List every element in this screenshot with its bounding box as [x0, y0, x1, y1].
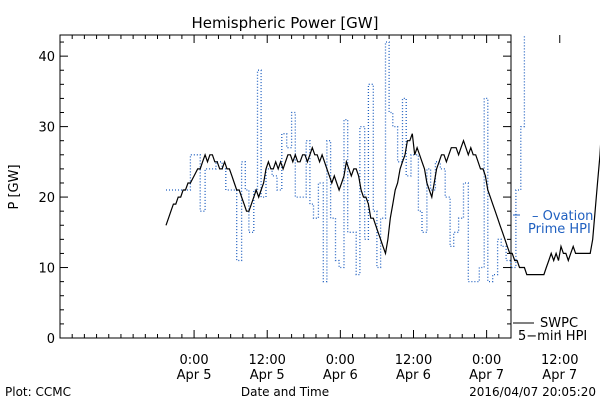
y-tick-label: 0 — [47, 332, 55, 347]
x-tick-label-time: 0:00 — [472, 353, 501, 368]
plot-frame — [59, 34, 512, 339]
footer-right: 2016/04/07 20:05:20 — [469, 385, 596, 399]
x-tick-label-date: Apr 6 — [396, 368, 431, 383]
x-tick-label-date: Apr 6 — [323, 368, 358, 383]
y-axis: 0 10 20 30 40 — [38, 41, 511, 347]
y-tick-label: 40 — [38, 50, 55, 65]
series-swpc-line — [165, 133, 600, 276]
series-layer — [165, 35, 600, 283]
x-tick-label-time: 12:00 — [248, 353, 285, 368]
y-tick-label: 30 — [38, 121, 55, 136]
y-tick-label: 10 — [38, 262, 55, 277]
legend-swpc-label-2: 5−min HPI — [518, 329, 587, 344]
x-tick-label-date: Apr 7 — [542, 368, 577, 383]
x-tick-label-date: Apr 5 — [250, 368, 285, 383]
footer-left: Plot: CCMC — [5, 385, 71, 399]
x-tick-label-time: 0:00 — [179, 353, 208, 368]
legend-ovation-label-2: Prime HPI — [528, 222, 591, 237]
legend-ovation-label: – Ovation — [532, 209, 593, 224]
x-axis-label: Date and Time — [241, 385, 329, 399]
x-tick-label-time: 0:00 — [326, 353, 355, 368]
chart-title: Hemispheric Power [GW] — [192, 14, 379, 32]
x-tick-label-date: Apr 7 — [469, 368, 504, 383]
series-ovation-line — [166, 35, 526, 283]
x-tick-label-date: Apr 5 — [177, 368, 212, 383]
x-tick-label-time: 12:00 — [395, 353, 432, 368]
y-tick-label: 20 — [38, 191, 55, 206]
legend-swpc-label: SWPC — [540, 316, 578, 331]
x-tick-label-time: 12:00 — [541, 353, 578, 368]
y-axis-label: P [GW] — [7, 164, 22, 209]
